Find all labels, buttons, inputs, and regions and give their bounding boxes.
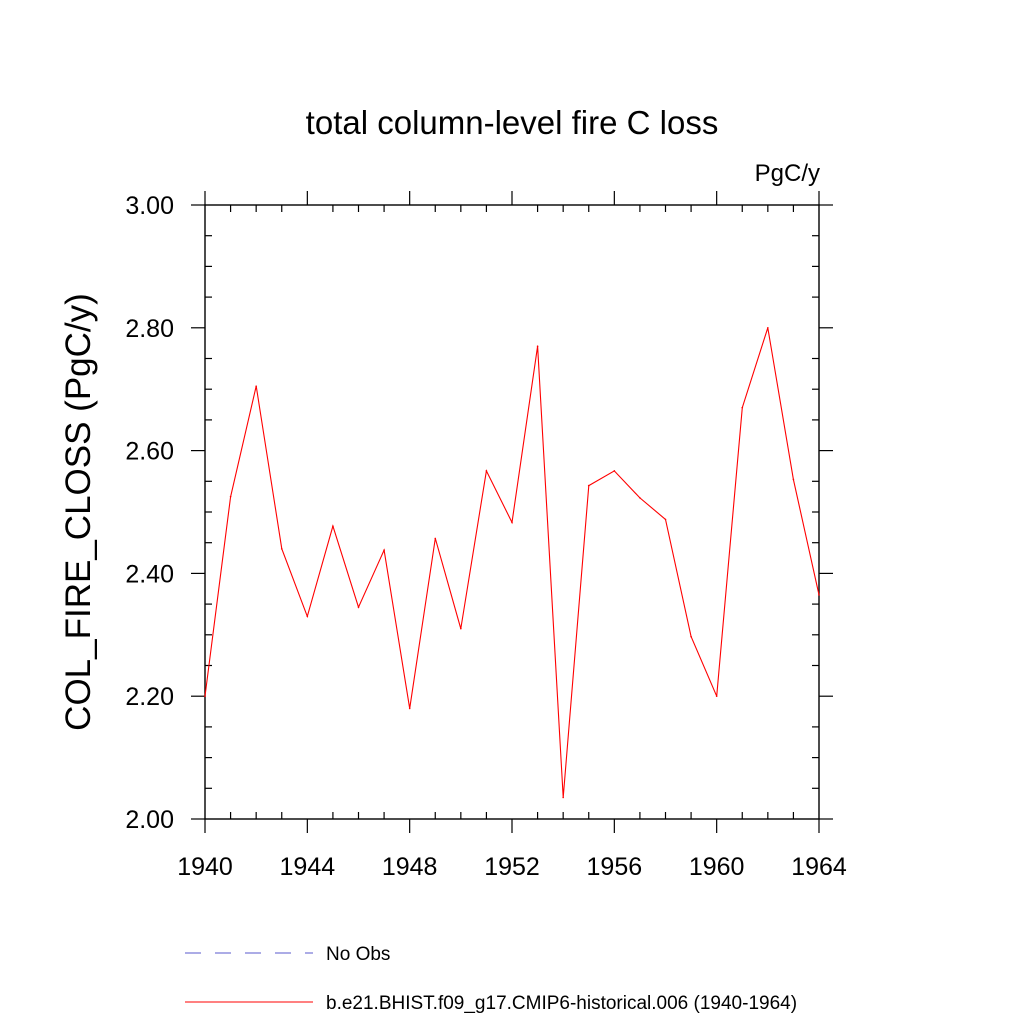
data-point [357,606,360,608]
data-point [818,594,820,596]
y-tick-label: 2.60 [125,438,174,466]
series-layer [204,327,820,799]
chart-title: total column-level fire C loss [306,104,719,141]
data-point [664,518,667,521]
data-point [204,695,206,697]
x-tick-label: 1956 [587,853,643,881]
data-point [511,521,513,524]
data-point [434,537,437,540]
y-axis-label: COL_FIRE_CLOSS (PgC/y) [59,293,98,731]
x-tick-label: 1940 [177,853,233,881]
units-label: PgC/y [755,160,820,187]
data-point [408,707,411,710]
plot-frame [204,204,820,820]
data-point [767,327,769,329]
legend-label: No Obs [326,944,390,965]
data-point [587,484,590,487]
data-point [715,695,718,697]
x-tick-label: 1948 [382,853,438,881]
data-point [792,478,795,481]
data-point [485,470,488,472]
legend-label: b.e21.BHIST.f09_g17.CMIP6-historical.006… [326,993,797,1014]
y-tick-label: 2.40 [125,560,174,588]
y-tick-label: 2.20 [125,683,174,711]
data-point [280,548,283,550]
legend: No Obs b.e21.BHIST.f09_g17.CMIP6-historic… [185,944,797,1014]
x-tick-label: 1952 [484,853,540,881]
data-point [690,635,692,638]
data-point [229,495,232,498]
x-tick-label: 1964 [791,853,847,881]
data-point [306,615,309,618]
data-point [639,497,641,499]
data-point [741,406,744,409]
data-point [255,385,257,387]
x-tick-label: 1944 [280,853,336,881]
data-point [332,525,334,527]
y-tick-label: 2.80 [125,315,174,343]
data-point [460,627,462,630]
series-line-0 [204,327,820,798]
data-point [613,470,616,472]
x-tick-label: 1960 [689,853,745,881]
data-point [562,796,564,799]
data-point [536,345,539,348]
y-tick-label: 3.00 [125,192,174,220]
y-tick-label: 2.00 [125,806,174,834]
data-point [383,549,385,551]
axis-ticks: 1940 1944 1948 1952 1956 1960 1964 2.00 2.20 2.40… [125,191,847,881]
